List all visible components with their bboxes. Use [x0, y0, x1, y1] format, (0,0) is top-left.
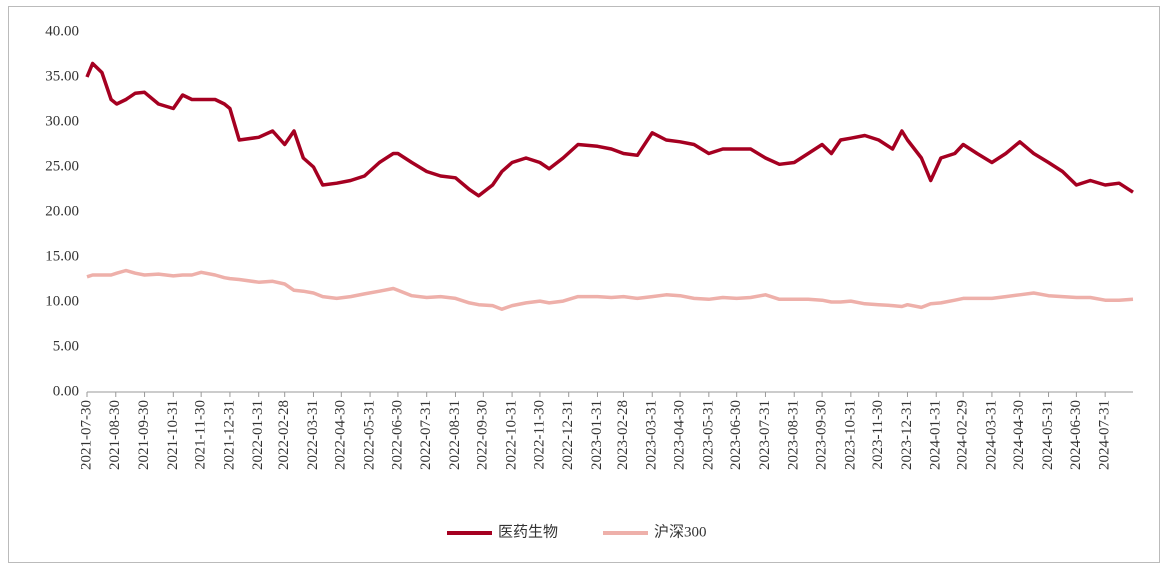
x-tick-label: 2023-10-31 [842, 400, 858, 470]
x-tick-label: 2023-06-30 [728, 400, 744, 470]
series-line [86, 268, 1134, 311]
x-tick-label: 2024-07-31 [1097, 400, 1113, 470]
frame [8, 6, 1160, 563]
y-tick-label: 10.00 [45, 293, 79, 309]
x-tick-label: 2024-03-31 [983, 400, 999, 470]
x-tick-label: 2022-06-30 [389, 400, 405, 470]
y-tick-label: 40.00 [45, 23, 79, 39]
x-tick-label: 2022-08-31 [447, 400, 463, 470]
x-tick-label: 2023-04-30 [672, 400, 688, 470]
x-tick-label: 2022-11-30 [531, 400, 547, 469]
x-tick-label: 2022-09-30 [475, 400, 491, 470]
y-tick-label: 30.00 [45, 113, 79, 129]
y-tick-label: 15.00 [45, 248, 79, 264]
x-tick-label: 2024-01-31 [928, 400, 944, 470]
x-tick-label: 2022-07-31 [418, 400, 434, 470]
y-tick-label: 20.00 [45, 203, 79, 219]
x-tick-label: 2021-12-31 [221, 400, 237, 470]
x-tick-label: 2021-09-30 [136, 400, 152, 470]
series-line [85, 61, 1134, 198]
x-tick-label: 2022-10-31 [504, 400, 520, 470]
x-tick-label: 2023-01-31 [589, 400, 605, 470]
x-tick-label: 2022-03-31 [305, 400, 321, 470]
x-tick-label: 2021-08-30 [107, 400, 123, 470]
x-tick-label: 2022-04-30 [333, 400, 349, 470]
x-tick-label: 2023-02-28 [615, 400, 631, 470]
x-tick-label: 2023-09-30 [814, 400, 830, 470]
legend-label: 医药生物 [498, 523, 558, 540]
x-tick-label: 2021-10-31 [165, 400, 181, 470]
y-tick-label: 25.00 [45, 158, 79, 174]
x-tick-label: 2024-04-30 [1011, 400, 1027, 470]
x-tick-label: 2023-03-31 [644, 400, 660, 470]
x-tick-label: 2022-02-28 [276, 400, 292, 470]
x-tick-label: 2021-07-30 [78, 400, 94, 470]
x-tick-label: 2024-02-29 [955, 400, 971, 470]
x-tick-label: 2021-11-30 [193, 400, 209, 469]
x-tick-label: 2023-07-31 [757, 400, 773, 470]
x-tick-label: 2023-05-31 [700, 400, 716, 470]
x-tick-label: 2023-12-31 [899, 400, 915, 470]
x-tick-label: 2022-05-31 [362, 400, 378, 470]
x-tick-label: 2022-01-31 [250, 400, 266, 470]
x-tick-label: 2023-08-31 [786, 400, 802, 470]
x-tick-label: 2022-12-31 [560, 400, 576, 470]
x-tick-label: 2024-06-30 [1068, 400, 1084, 470]
legend-label: 沪深300 [654, 523, 707, 540]
y-tick-label: 5.00 [53, 338, 79, 354]
x-tick-label: 2024-05-31 [1040, 400, 1056, 470]
y-tick-label: 35.00 [45, 68, 79, 84]
x-tick-label: 2023-11-30 [870, 400, 886, 469]
y-tick-label: 0.00 [53, 383, 79, 399]
